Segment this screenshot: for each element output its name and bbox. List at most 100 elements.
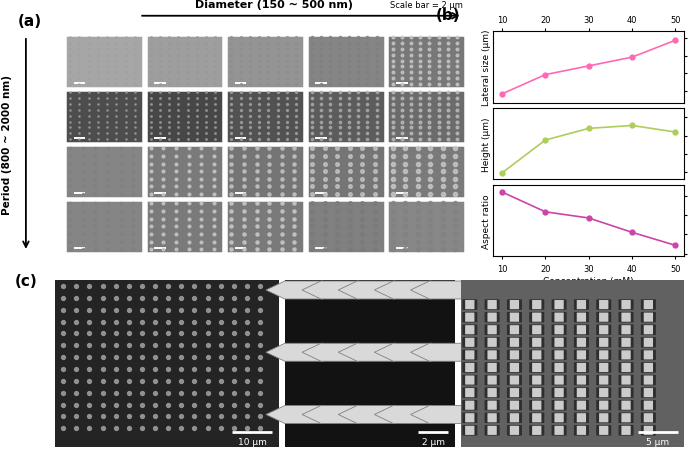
FancyBboxPatch shape: [618, 375, 634, 386]
FancyBboxPatch shape: [510, 388, 519, 397]
Bar: [65, 145, 143, 199]
Text: 5 μm: 5 μm: [646, 437, 670, 446]
Bar: [227, 145, 304, 199]
Bar: [227, 36, 304, 89]
FancyBboxPatch shape: [510, 338, 519, 347]
FancyBboxPatch shape: [507, 425, 522, 436]
Bar: [388, 145, 465, 199]
FancyBboxPatch shape: [644, 375, 653, 385]
FancyBboxPatch shape: [574, 300, 589, 310]
FancyBboxPatch shape: [551, 388, 567, 398]
FancyBboxPatch shape: [484, 325, 500, 335]
FancyBboxPatch shape: [596, 413, 612, 423]
FancyBboxPatch shape: [574, 413, 589, 423]
FancyBboxPatch shape: [484, 312, 500, 323]
Text: 2 μm: 2 μm: [422, 437, 444, 446]
FancyBboxPatch shape: [641, 300, 656, 310]
FancyBboxPatch shape: [554, 363, 564, 372]
FancyBboxPatch shape: [551, 325, 567, 335]
FancyBboxPatch shape: [618, 413, 634, 423]
FancyBboxPatch shape: [574, 325, 589, 335]
FancyBboxPatch shape: [574, 375, 589, 386]
Bar: [307, 145, 385, 199]
FancyBboxPatch shape: [487, 413, 497, 422]
FancyBboxPatch shape: [574, 388, 589, 398]
FancyBboxPatch shape: [644, 426, 653, 435]
FancyBboxPatch shape: [510, 350, 519, 360]
Bar: [461, 280, 684, 447]
FancyBboxPatch shape: [487, 426, 497, 435]
Bar: [227, 90, 304, 144]
FancyBboxPatch shape: [577, 300, 586, 309]
FancyBboxPatch shape: [462, 312, 477, 323]
FancyBboxPatch shape: [465, 350, 475, 360]
FancyBboxPatch shape: [554, 350, 564, 360]
FancyBboxPatch shape: [641, 388, 656, 398]
FancyBboxPatch shape: [529, 363, 545, 373]
Text: (c): (c): [15, 273, 37, 288]
FancyBboxPatch shape: [577, 413, 586, 422]
FancyBboxPatch shape: [577, 401, 586, 410]
FancyBboxPatch shape: [484, 413, 500, 423]
FancyBboxPatch shape: [554, 325, 564, 335]
FancyBboxPatch shape: [641, 400, 656, 411]
FancyBboxPatch shape: [621, 413, 631, 422]
Bar: [388, 200, 465, 254]
FancyBboxPatch shape: [596, 425, 612, 436]
FancyBboxPatch shape: [621, 338, 631, 347]
FancyBboxPatch shape: [554, 300, 564, 309]
Bar: [307, 36, 385, 89]
FancyBboxPatch shape: [641, 312, 656, 323]
FancyBboxPatch shape: [551, 300, 567, 310]
FancyBboxPatch shape: [507, 400, 522, 411]
FancyBboxPatch shape: [644, 413, 653, 422]
FancyBboxPatch shape: [621, 313, 631, 322]
FancyBboxPatch shape: [532, 401, 542, 410]
FancyBboxPatch shape: [529, 312, 545, 323]
FancyBboxPatch shape: [507, 350, 522, 360]
FancyBboxPatch shape: [532, 350, 542, 360]
FancyBboxPatch shape: [487, 338, 497, 347]
FancyBboxPatch shape: [532, 413, 542, 422]
FancyBboxPatch shape: [618, 400, 634, 411]
FancyBboxPatch shape: [599, 325, 608, 335]
FancyBboxPatch shape: [599, 363, 608, 372]
FancyBboxPatch shape: [554, 338, 564, 347]
Bar: [65, 90, 143, 144]
Bar: [65, 36, 143, 89]
FancyBboxPatch shape: [596, 325, 612, 335]
FancyBboxPatch shape: [641, 325, 656, 335]
FancyBboxPatch shape: [599, 426, 608, 435]
FancyBboxPatch shape: [574, 400, 589, 411]
FancyBboxPatch shape: [596, 375, 612, 386]
FancyBboxPatch shape: [554, 388, 564, 397]
FancyBboxPatch shape: [487, 325, 497, 335]
FancyBboxPatch shape: [487, 401, 497, 410]
FancyBboxPatch shape: [551, 413, 567, 423]
Text: (a): (a): [17, 14, 41, 30]
FancyBboxPatch shape: [507, 312, 522, 323]
FancyBboxPatch shape: [596, 338, 612, 348]
FancyBboxPatch shape: [574, 363, 589, 373]
FancyBboxPatch shape: [507, 413, 522, 423]
FancyBboxPatch shape: [641, 413, 656, 423]
FancyBboxPatch shape: [465, 325, 475, 335]
FancyBboxPatch shape: [510, 325, 519, 335]
FancyBboxPatch shape: [554, 426, 564, 435]
FancyBboxPatch shape: [484, 425, 500, 436]
FancyBboxPatch shape: [462, 363, 477, 373]
FancyBboxPatch shape: [532, 325, 542, 335]
FancyBboxPatch shape: [644, 338, 653, 347]
FancyBboxPatch shape: [621, 401, 631, 410]
Bar: [146, 145, 223, 199]
FancyBboxPatch shape: [574, 338, 589, 348]
FancyBboxPatch shape: [574, 425, 589, 436]
FancyBboxPatch shape: [551, 312, 567, 323]
FancyBboxPatch shape: [554, 401, 564, 410]
FancyBboxPatch shape: [599, 413, 608, 422]
FancyBboxPatch shape: [465, 426, 475, 435]
Bar: [307, 200, 385, 254]
FancyBboxPatch shape: [574, 312, 589, 323]
FancyBboxPatch shape: [618, 338, 634, 348]
FancyBboxPatch shape: [484, 300, 500, 310]
